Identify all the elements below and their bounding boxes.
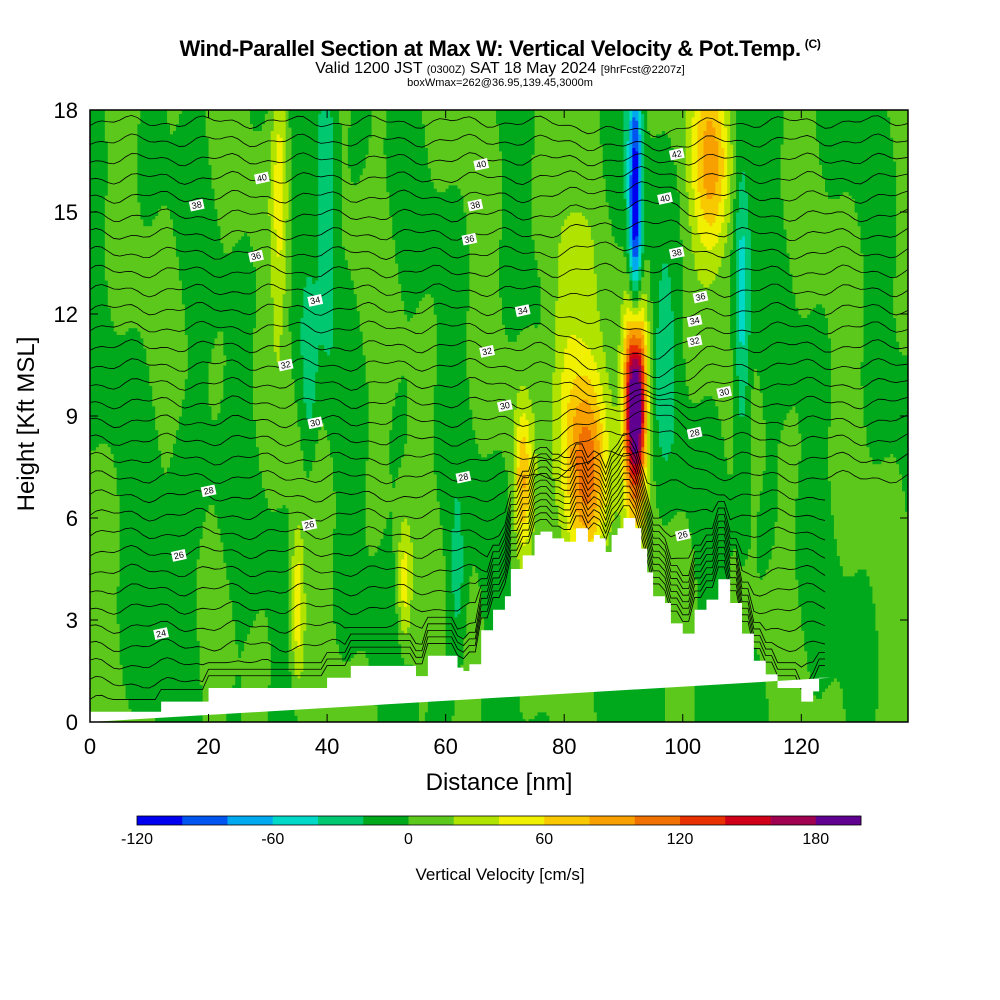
cross-section-chart: 2426282630323436384028303234363840424038…: [0, 0, 1000, 1000]
